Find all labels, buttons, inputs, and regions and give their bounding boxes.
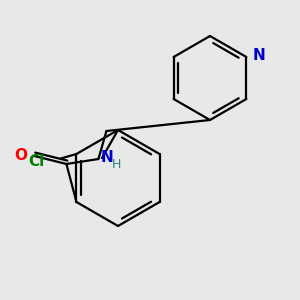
Text: H: H (111, 158, 121, 170)
Text: Cl: Cl (28, 154, 44, 169)
Text: N: N (252, 49, 265, 64)
Text: O: O (14, 148, 27, 164)
Text: N: N (100, 151, 113, 166)
